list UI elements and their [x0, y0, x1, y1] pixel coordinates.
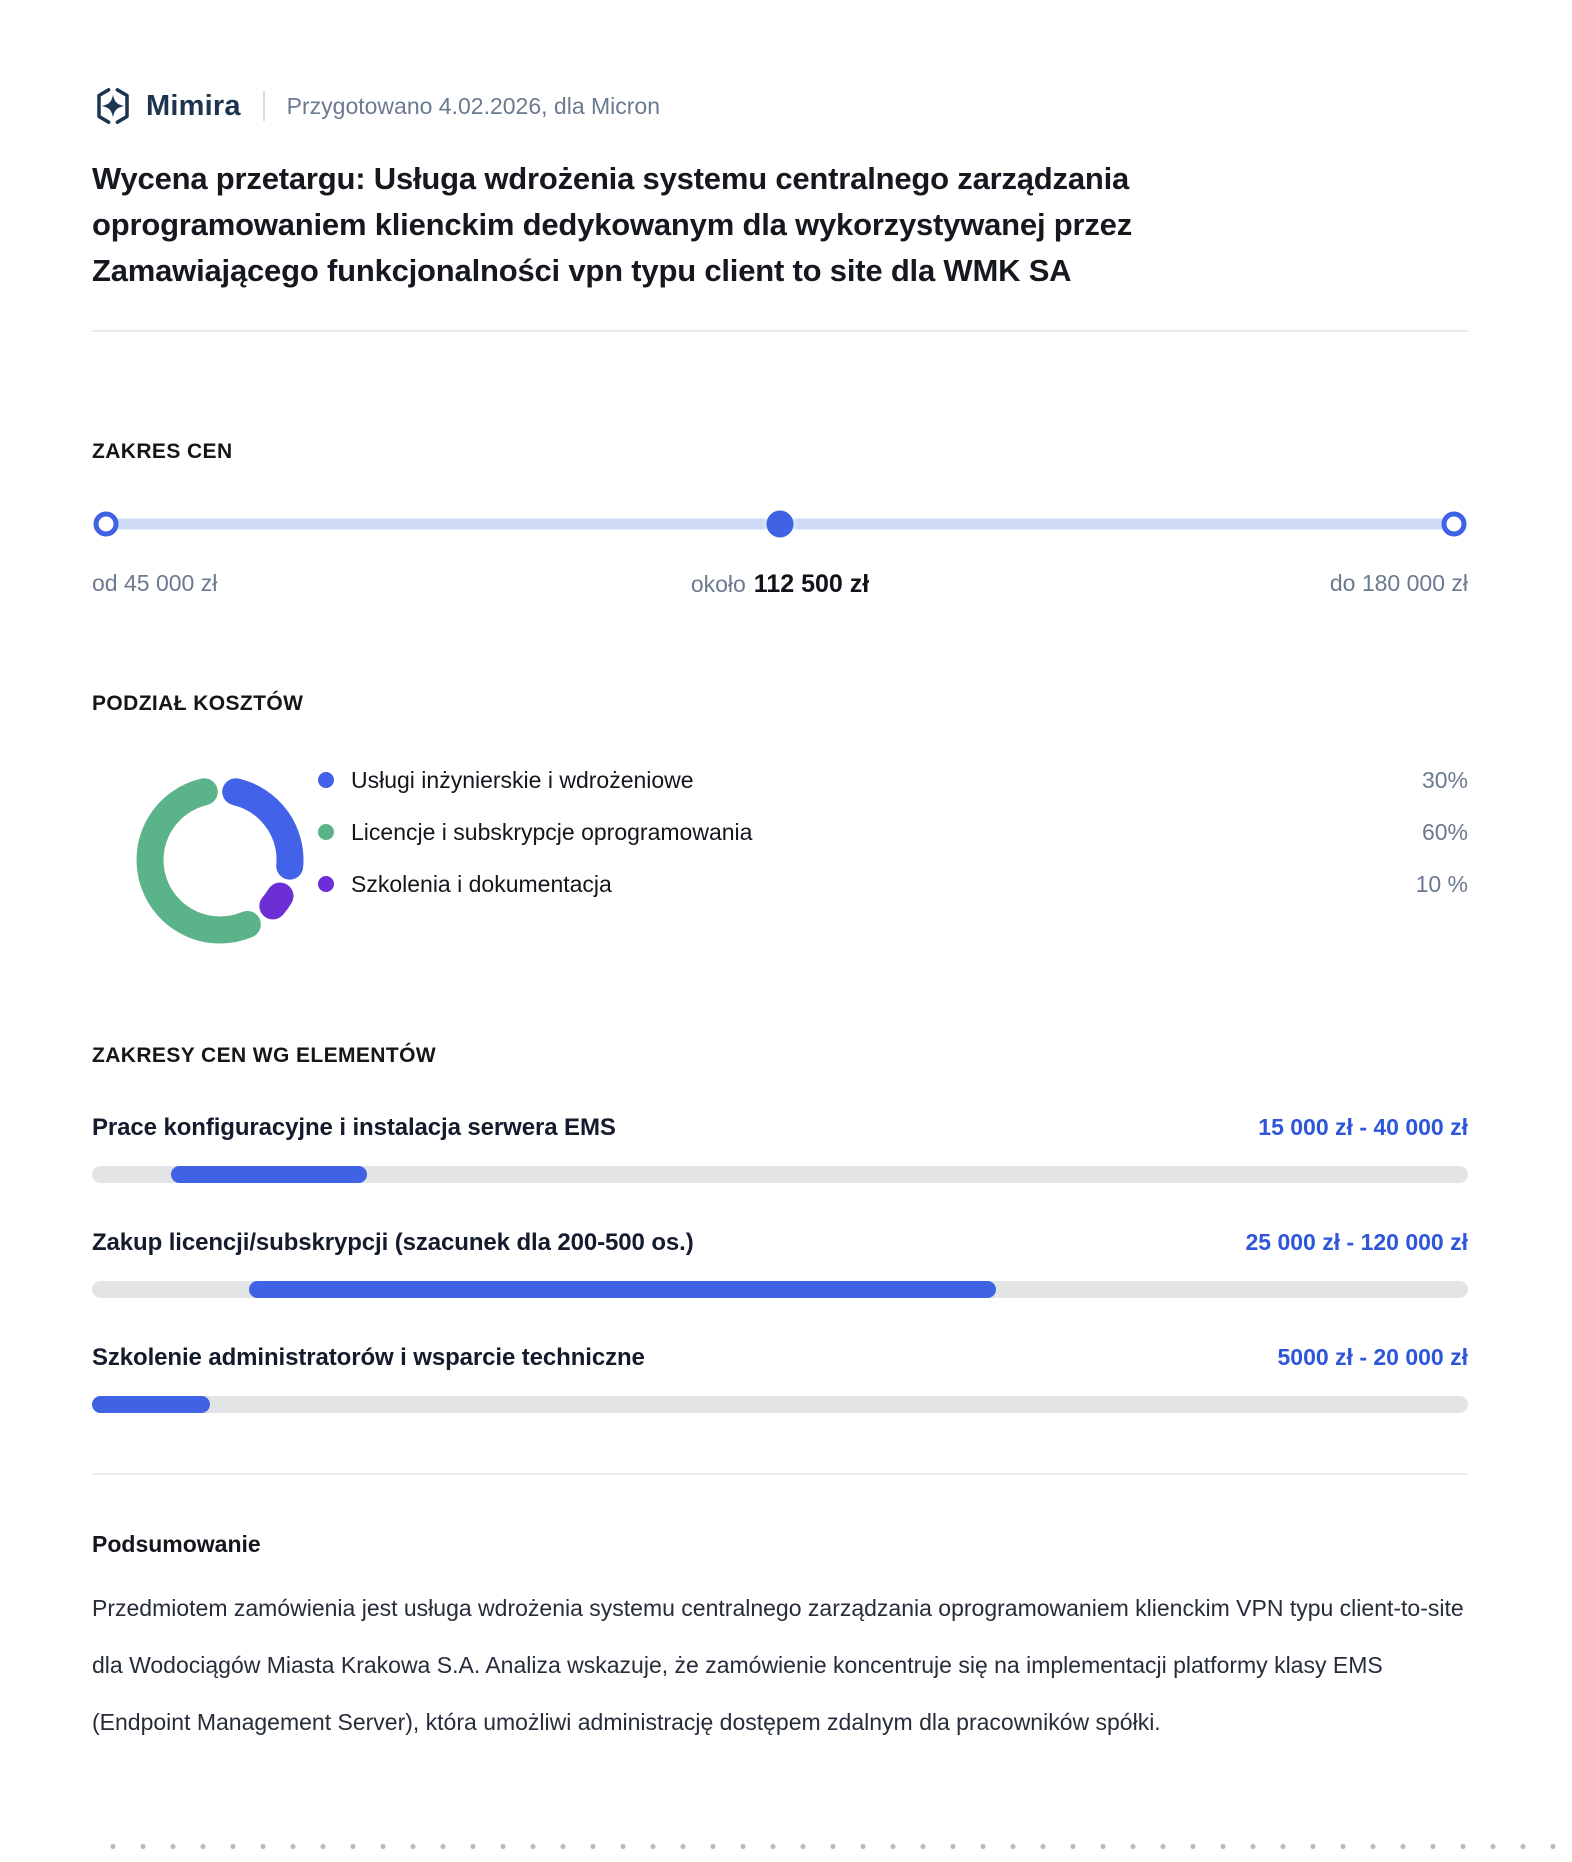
legend-item: Usługi inżynierskie i wdrożeniowe 30%	[318, 754, 1468, 806]
price-estimate-label: około 112 500 zł	[691, 570, 869, 599]
donut-segment	[136, 778, 261, 944]
cost-breakdown-donut-chart	[136, 778, 304, 944]
header: Mimira Przygotowano 4.02.2026, dla Micro…	[92, 84, 1468, 128]
element-range-list: Prace konfiguracyjne i instalacja serwer…	[92, 1114, 1468, 1413]
price-range-bar-track	[92, 1166, 1468, 1183]
price-range-item-value: 25 000 zł - 120 000 zł	[1245, 1229, 1469, 1255]
price-range-section-label: ZAKRES CEN	[92, 440, 233, 463]
summary-heading: Podsumowanie	[92, 1531, 261, 1557]
price-estimate-value: 112 500 zł	[753, 570, 870, 598]
cost-breakdown-legend: Usługi inżynierskie i wdrożeniowe 30% Lice…	[318, 754, 1468, 910]
cost-breakdown-section-label: PODZIAŁ KOSZTÓW	[92, 692, 304, 715]
price-range-item-label: Szkolenie administratorów i wsparcie tec…	[92, 1344, 645, 1371]
legend-label: Licencje i subskrypcje oprogramowania	[351, 818, 753, 845]
element-ranges-section: ZAKRESY CEN WG ELEMENTÓW Prace konfigura…	[92, 1044, 1468, 1413]
legend-label: Usługi inżynierskie i wdrożeniowe	[351, 766, 694, 793]
cost-breakdown-section: PODZIAŁ KOSZTÓW Usługi inżynierskie i wd…	[92, 692, 1468, 946]
element-ranges-section-label: ZAKRESY CEN WG ELEMENTÓW	[92, 1044, 437, 1067]
legend-value: 60%	[1421, 818, 1468, 845]
price-range-item: Prace konfiguracyjne i instalacja serwer…	[92, 1114, 1468, 1183]
legend-item: Licencje i subskrypcje oprogramowania 60%	[318, 806, 1468, 858]
summary-divider	[92, 1473, 1468, 1475]
price-range-item: Zakup licencji/subskrypcji (szacunek dla…	[92, 1229, 1468, 1298]
mimira-logo-icon	[97, 88, 129, 124]
price-range-item-value: 15 000 zł - 40 000 zł	[1258, 1114, 1468, 1140]
price-max-label: do 180 000 zł	[1329, 570, 1468, 596]
slider-max-handle[interactable]	[1441, 511, 1467, 537]
price-range-bar-track	[92, 1281, 1468, 1298]
price-range-item-label: Zakup licencji/subskrypcji (szacunek dla…	[92, 1229, 694, 1256]
price-range-item: Szkolenie administratorów i wsparcie tec…	[92, 1344, 1468, 1413]
header-divider	[262, 91, 265, 121]
legend-item: Szkolenia i dokumentacja 10 %	[318, 858, 1468, 910]
price-range-section: ZAKRES CEN od 45 000 zł około 112 500 zł …	[92, 440, 1468, 602]
slider-estimate-handle[interactable]	[766, 510, 794, 538]
summary-body: Przedmiotem zamówienia jest usługa wdroż…	[92, 1595, 1464, 1735]
price-min-label: od 45 000 zł	[92, 570, 218, 596]
price-range-bar-fill	[249, 1281, 997, 1298]
price-estimate-prefix: około	[690, 571, 746, 597]
legend-value: 30%	[1421, 766, 1468, 793]
title-divider	[92, 330, 1468, 332]
price-range-item-label: Prace konfiguracyjne i instalacja serwer…	[92, 1114, 616, 1141]
legend-value: 10 %	[1415, 870, 1468, 897]
price-range-bar-track	[92, 1396, 1468, 1413]
price-range-bar-fill	[170, 1166, 368, 1183]
price-slider-labels: od 45 000 zł około 112 500 zł do 180 000 …	[92, 570, 1468, 602]
report-page: Mimira Przygotowano 4.02.2026, dla Micro…	[92, 84, 1468, 1751]
legend-dot	[318, 772, 334, 788]
prepared-for-text: Przygotowano 4.02.2026, dla Micron	[286, 92, 661, 119]
legend-dot	[318, 876, 334, 892]
dotted-separator	[92, 1843, 1570, 1850]
summary-section: Podsumowanie Przedmiotem zamówienia jest…	[92, 1531, 1468, 1751]
brand-name: Mimira	[146, 89, 241, 122]
slider-min-handle[interactable]	[93, 511, 119, 537]
donut-segment	[259, 882, 294, 920]
price-slider	[93, 510, 1467, 538]
price-range-item-value: 5000 zł - 20 000 zł	[1277, 1344, 1468, 1370]
legend-label: Szkolenia i dokumentacja	[351, 870, 612, 897]
legend-dot	[318, 824, 334, 840]
price-range-bar-fill	[92, 1396, 210, 1413]
page-title: Wycena przetargu: Usługa wdrożenia syste…	[92, 161, 1133, 288]
donut-segment	[222, 778, 304, 880]
